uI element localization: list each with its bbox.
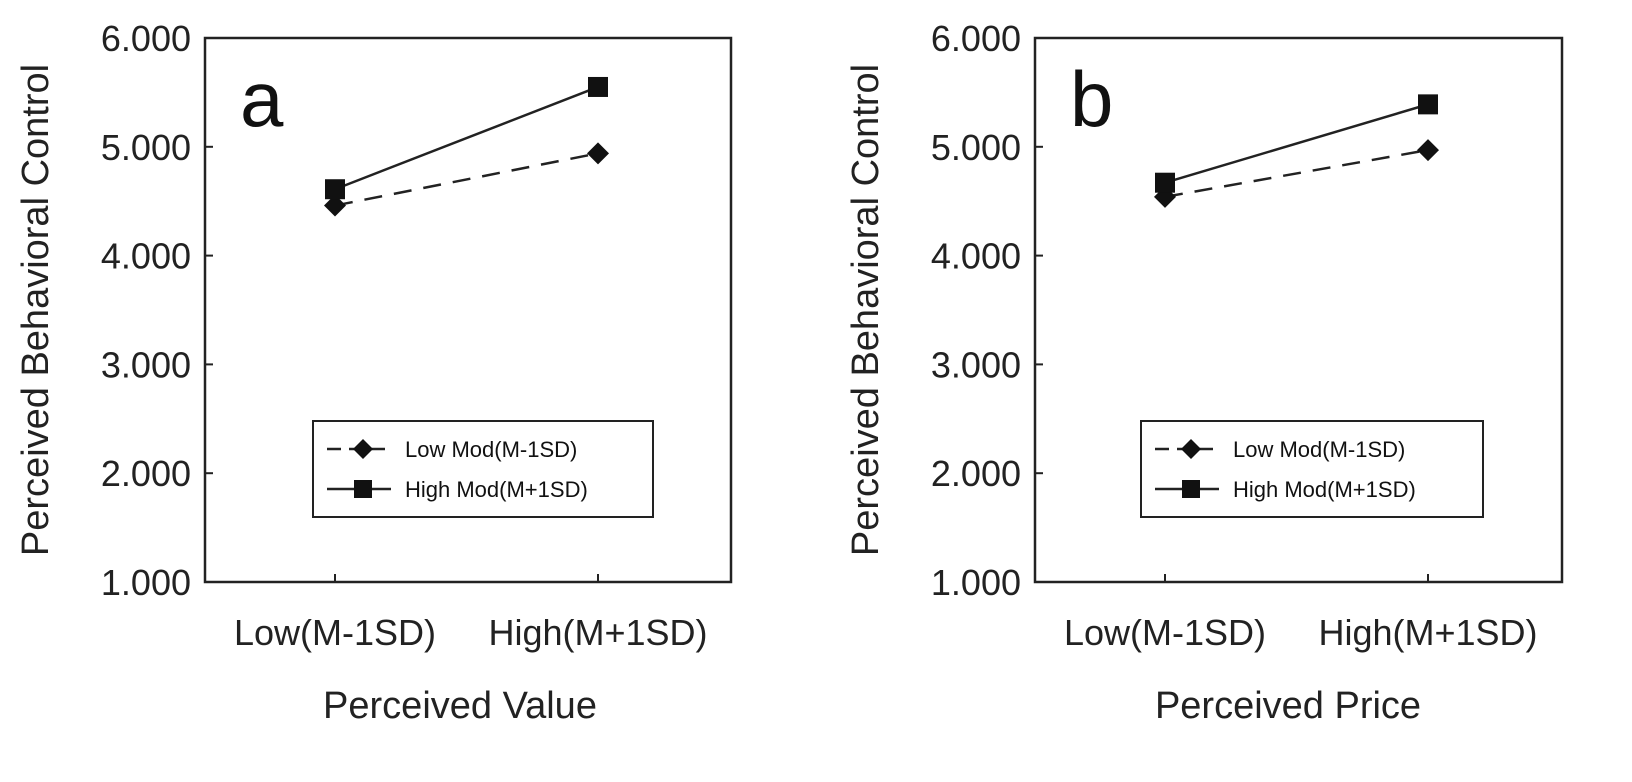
panel-label: a xyxy=(240,55,284,143)
series-line xyxy=(334,85,599,191)
y-tick-label: 1.000 xyxy=(931,562,1021,603)
legend-label: Low Mod(M-1SD) xyxy=(1233,437,1405,462)
y-tick-label: 4.000 xyxy=(931,236,1021,277)
y-tick-label: 6.000 xyxy=(931,18,1021,59)
y-tick-label: 2.000 xyxy=(101,453,191,494)
y-axis-title: Perceived Behavioral Control xyxy=(845,64,887,556)
x-axis-title: Perceived Price xyxy=(1155,685,1421,727)
diamond-marker xyxy=(1417,139,1439,162)
plot-frame xyxy=(1033,36,1564,584)
series-low-mod xyxy=(1154,139,1439,208)
square-marker xyxy=(1182,480,1200,498)
chart-panel-a: 1.000 2.000 3.000 4.000 5.000 6.000 Low(M-1SD)… xyxy=(15,18,733,727)
legend: Low Mod(M-1SD) High Mod(M+1SD) xyxy=(1140,420,1484,518)
legend-label: Low Mod(M-1SD) xyxy=(405,437,577,462)
y-tick-label: 3.000 xyxy=(931,344,1021,385)
diamond-marker xyxy=(587,142,609,165)
series-low-mod xyxy=(324,142,609,217)
x-tick-label: Low(M-1SD) xyxy=(1064,612,1266,653)
diamond-marker xyxy=(353,439,373,459)
square-marker xyxy=(1155,172,1175,193)
y-tick-label: 5.000 xyxy=(931,127,1021,168)
y-tick-label: 1.000 xyxy=(101,562,191,603)
panel-label: b xyxy=(1070,55,1113,143)
diamond-marker xyxy=(324,194,346,217)
series-line xyxy=(1164,103,1429,184)
y-tick-label: 5.000 xyxy=(101,127,191,168)
series-line xyxy=(334,152,599,207)
diamond-marker xyxy=(1181,439,1201,459)
chart-panel-b: 1.000 2.000 3.000 4.000 5.000 6.000 Low(M-1SD)… xyxy=(845,18,1564,727)
series-high-mod xyxy=(325,76,608,200)
series-line xyxy=(1164,148,1429,199)
legend: Low Mod(M-1SD) High Mod(M+1SD) xyxy=(312,420,654,518)
y-tick-label: 6.000 xyxy=(101,18,191,59)
x-axis-title: Perceived Value xyxy=(323,685,597,727)
square-marker xyxy=(588,76,608,97)
legend-label: High Mod(M+1SD) xyxy=(1233,477,1416,502)
x-tick-label: High(M+1SD) xyxy=(1318,612,1537,653)
plot-frame xyxy=(203,36,733,584)
y-tick-label: 3.000 xyxy=(101,344,191,385)
y-tick-label: 2.000 xyxy=(931,453,1021,494)
legend-label: High Mod(M+1SD) xyxy=(405,477,588,502)
square-marker xyxy=(354,480,372,498)
legend-box xyxy=(1140,420,1484,518)
x-tick-label: Low(M-1SD) xyxy=(234,612,436,653)
y-axis-title: Perceived Behavioral Control xyxy=(15,64,57,556)
square-marker xyxy=(1418,94,1438,115)
square-marker xyxy=(325,179,345,200)
legend-box xyxy=(312,420,654,518)
y-tick-label: 4.000 xyxy=(101,236,191,277)
series-high-mod xyxy=(1155,94,1438,193)
x-tick-label: High(M+1SD) xyxy=(488,612,707,653)
